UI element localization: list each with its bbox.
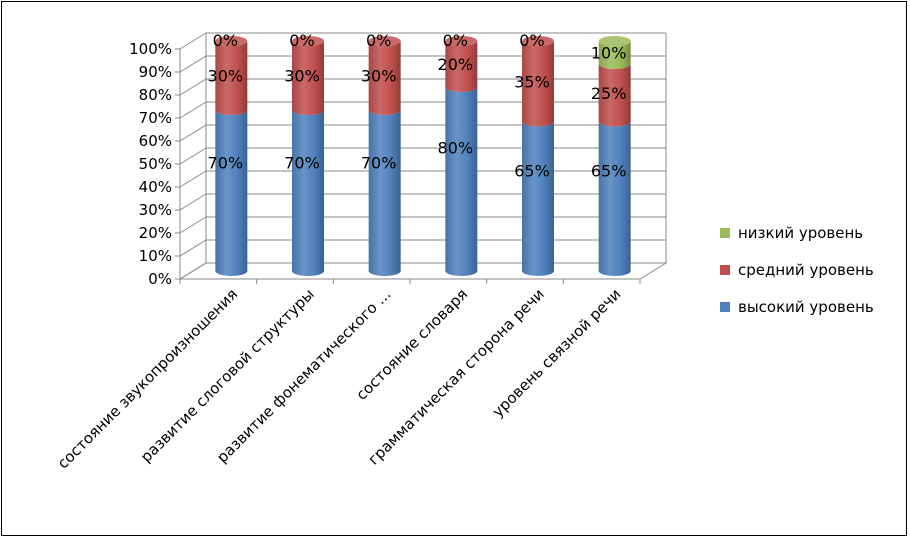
bar-segment [598,41,631,69]
data-label: 0% [213,31,238,50]
floor [178,262,668,280]
side-gridline [179,101,207,119]
legend-swatch [720,265,730,275]
bar-top-cap [292,36,324,46]
legend-label: высокий уровень [738,298,874,316]
bar-top-cap [522,36,554,46]
y-tick-label: 60% [139,132,172,150]
data-label: 70% [361,154,397,173]
data-label: 65% [514,161,550,180]
legend-label: средний уровень [738,261,874,279]
side-gridline [179,239,207,257]
data-label: 0% [289,31,314,50]
y-tick-label: 10% [139,247,172,265]
side-gridline [179,193,207,211]
bar-segment [215,110,248,276]
data-label: 30% [361,67,397,86]
bar-segment [292,110,324,276]
bar-top-cap [215,36,248,46]
data-label: 0% [519,31,544,50]
y-tick-label: 20% [139,224,172,242]
bar-top-cap [445,36,478,46]
y-tick-label: 70% [139,109,172,127]
data-label: 30% [208,67,244,86]
bar-segment [445,41,478,92]
side-gridline [179,78,207,96]
bar-segment [445,87,478,276]
data-label: 30% [284,67,320,86]
side-gridline [179,124,207,142]
data-label: 10% [591,44,627,63]
data-label: 0% [443,31,468,50]
data-label: 65% [591,161,627,180]
y-tick-label: 90% [139,63,172,81]
data-label: 80% [438,139,474,158]
side-gridline [179,147,207,165]
bar-segment [292,41,324,115]
data-label: 35% [514,72,550,91]
y-tick-label: 100% [129,40,172,58]
legend-swatch [720,302,730,312]
data-label: 0% [366,31,391,50]
data-label: 20% [438,55,474,74]
bar-segment [598,121,631,276]
bar-segment [522,41,554,127]
data-label: 25% [591,84,627,103]
y-tick-label: 30% [139,201,172,219]
data-label: 70% [208,154,244,173]
legend-label: низкий уровень [738,224,863,242]
bar-top-cap [368,36,401,46]
y-tick-label: 50% [139,155,172,173]
bar-segment [368,41,401,115]
data-label: 70% [284,154,320,173]
legend-swatch [720,228,730,238]
bar-segment [368,110,401,276]
x-tick-label: уровень связной речи [489,285,625,421]
y-tick-label: 0% [148,270,172,288]
bar-segment [215,41,248,115]
side-gridline [179,216,207,234]
bar-segment [598,64,631,127]
y-tick-label: 80% [139,86,172,104]
side-gridline [179,55,207,73]
y-tick-label: 40% [139,178,172,196]
side-gridline [179,170,207,188]
bar-segment [522,121,554,276]
side-gridline [179,32,207,50]
bar-top-cap [598,36,631,46]
